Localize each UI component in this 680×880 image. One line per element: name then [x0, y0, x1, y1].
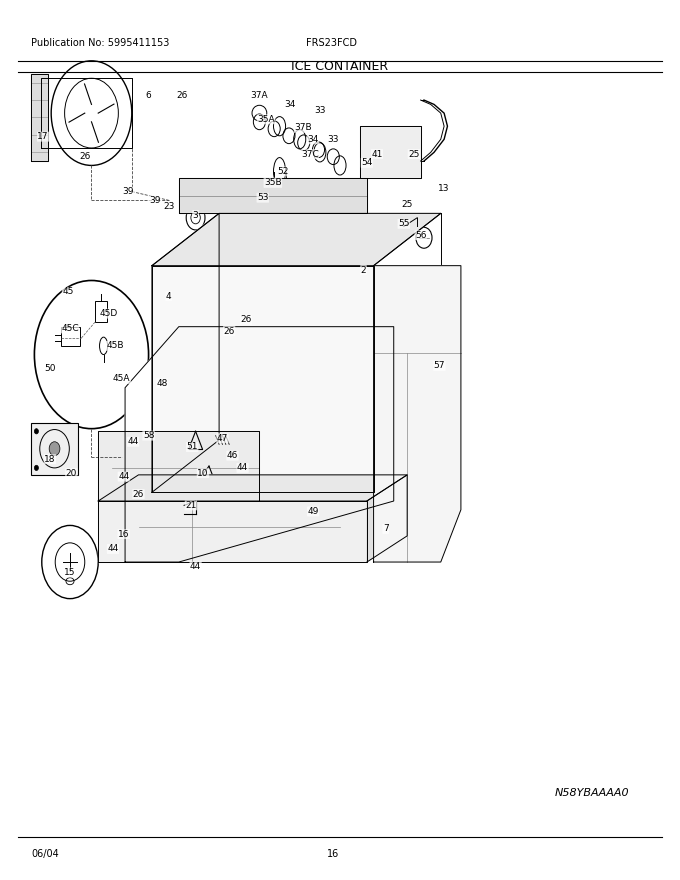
Text: 26: 26 — [224, 326, 235, 335]
Text: 13: 13 — [439, 185, 450, 194]
Circle shape — [35, 429, 39, 434]
Text: 33: 33 — [314, 106, 326, 115]
Text: 25: 25 — [408, 150, 420, 158]
Text: 45D: 45D — [99, 309, 118, 318]
Bar — [112, 444, 233, 492]
Text: 41: 41 — [371, 150, 383, 158]
Circle shape — [35, 466, 39, 471]
Text: 26: 26 — [133, 489, 144, 499]
Text: 52: 52 — [277, 167, 288, 176]
Text: 10: 10 — [197, 469, 209, 478]
Bar — [61, 326, 80, 346]
Polygon shape — [367, 475, 407, 562]
Text: 50: 50 — [44, 364, 56, 373]
Text: 56: 56 — [415, 231, 426, 239]
Text: 16: 16 — [326, 849, 339, 859]
Text: 6: 6 — [146, 92, 152, 100]
Polygon shape — [125, 326, 394, 562]
Text: 35B: 35B — [264, 179, 282, 187]
Text: 2: 2 — [360, 266, 367, 275]
Text: 37C: 37C — [301, 150, 319, 158]
Text: 25: 25 — [401, 200, 413, 209]
Text: 47: 47 — [217, 434, 228, 443]
Polygon shape — [31, 74, 48, 161]
Text: 37A: 37A — [251, 92, 268, 100]
Text: 34: 34 — [284, 100, 295, 109]
Text: 15: 15 — [64, 568, 75, 577]
Text: 45A: 45A — [113, 375, 131, 384]
Text: 3: 3 — [192, 210, 199, 220]
Text: 46: 46 — [227, 451, 238, 460]
Text: 4: 4 — [166, 291, 171, 301]
Text: 33: 33 — [328, 135, 339, 143]
Polygon shape — [152, 213, 219, 492]
Polygon shape — [98, 475, 407, 501]
Text: 44: 44 — [237, 464, 248, 473]
Circle shape — [49, 442, 60, 456]
Text: 54: 54 — [361, 158, 373, 167]
Text: Publication No: 5995411153: Publication No: 5995411153 — [31, 39, 169, 48]
Text: 7: 7 — [383, 524, 388, 533]
Bar — [95, 301, 107, 322]
Text: N58YBAAAA0: N58YBAAAA0 — [555, 788, 630, 798]
Text: 39: 39 — [122, 187, 134, 196]
Polygon shape — [98, 431, 259, 501]
Polygon shape — [152, 266, 373, 492]
Text: 58: 58 — [143, 431, 154, 440]
Text: 34: 34 — [307, 135, 319, 143]
Text: 57: 57 — [434, 362, 445, 370]
Text: 44: 44 — [190, 562, 201, 571]
Text: 21: 21 — [185, 501, 197, 510]
Text: 26: 26 — [240, 315, 252, 324]
Text: 44: 44 — [107, 545, 118, 554]
Text: FRS23FCD: FRS23FCD — [307, 39, 358, 48]
Text: 55: 55 — [398, 219, 409, 228]
Text: 48: 48 — [156, 379, 168, 388]
Polygon shape — [179, 179, 367, 213]
Text: 23: 23 — [163, 202, 174, 211]
Bar — [380, 466, 441, 510]
Text: 49: 49 — [307, 507, 319, 516]
Bar — [387, 475, 434, 492]
Text: 35A: 35A — [257, 114, 275, 124]
Polygon shape — [373, 266, 461, 562]
Text: 53: 53 — [257, 194, 269, 202]
Polygon shape — [152, 213, 441, 266]
Text: 39: 39 — [150, 195, 161, 205]
Text: 44: 44 — [128, 437, 139, 446]
Polygon shape — [360, 126, 421, 179]
Text: 51: 51 — [186, 443, 198, 451]
Text: 26: 26 — [177, 92, 188, 100]
Text: 37B: 37B — [294, 123, 312, 133]
Text: 16: 16 — [118, 530, 129, 539]
Polygon shape — [98, 501, 367, 562]
Text: 26: 26 — [79, 152, 90, 161]
Text: 45C: 45C — [61, 324, 79, 333]
Text: 20: 20 — [66, 469, 77, 478]
Bar — [31, 422, 78, 475]
Text: 17: 17 — [37, 132, 49, 141]
Text: 45: 45 — [63, 287, 73, 297]
Text: 45B: 45B — [106, 341, 124, 350]
Text: ICE CONTAINER: ICE CONTAINER — [292, 61, 388, 73]
Text: 06/04: 06/04 — [31, 849, 58, 859]
Text: 18: 18 — [44, 455, 56, 464]
Text: 44: 44 — [118, 472, 129, 481]
